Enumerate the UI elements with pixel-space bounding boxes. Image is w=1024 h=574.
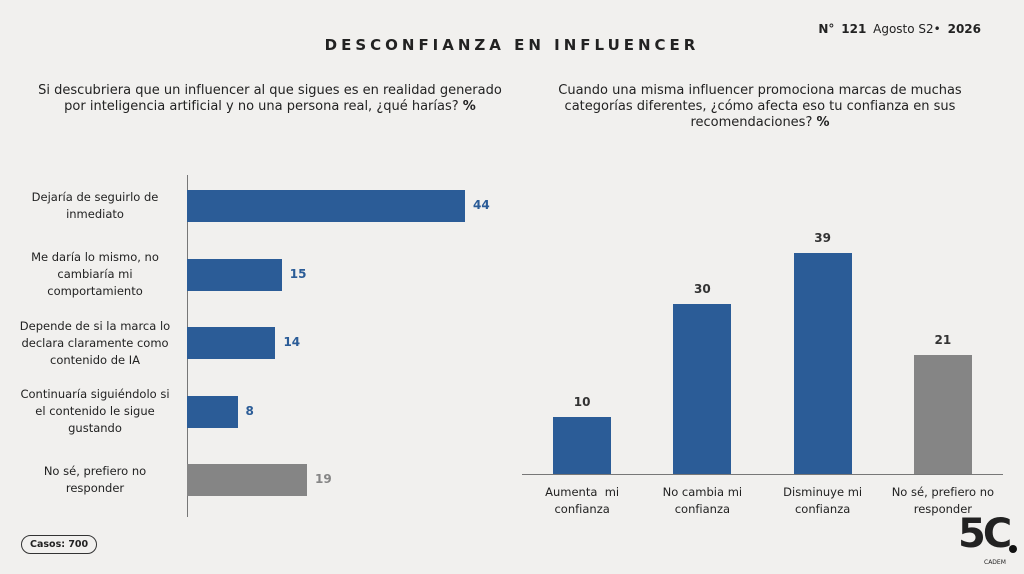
- category-label: Depende de si la marca lo declara claram…: [19, 318, 171, 367]
- chart-title: Si descubriera que un influencer al que …: [30, 83, 510, 115]
- issue-number: 121: [841, 22, 867, 36]
- category-label: Continuaría siguiéndolo si el contenido …: [20, 387, 170, 436]
- logo-dot: [1009, 545, 1017, 553]
- logo-subtitle: CADEM: [984, 559, 1006, 566]
- issue-number-sign: N°: [818, 22, 835, 36]
- value-label: 39: [814, 231, 831, 245]
- category-label: Disminuye mi confianza: [783, 485, 866, 516]
- value-label: 10: [573, 395, 591, 410]
- value-label: 21: [934, 333, 952, 347]
- bar: [187, 464, 308, 497]
- logo: 5C: [958, 511, 1012, 557]
- bar: [553, 417, 612, 474]
- bar: [187, 190, 465, 222]
- cases-badge: Casos: 700: [21, 535, 98, 554]
- value-label: 8: [245, 403, 254, 418]
- issue-period: Agosto S2•: [873, 22, 941, 36]
- chart-title-text: Cuando una misma influencer promociona m…: [558, 83, 962, 130]
- value-label: 15: [289, 266, 307, 281]
- chart-title: Cuando una misma influencer promociona m…: [540, 83, 980, 131]
- category-label: No sé, prefiero no responder: [43, 464, 147, 496]
- chart-title-text: Si descubriera que un influencer al que …: [38, 83, 502, 114]
- category-label: Me daría lo mismo, no cambiaría mi compo…: [31, 250, 159, 299]
- category-label: No sé, prefiero no responder: [891, 485, 998, 516]
- value-label: 30: [694, 282, 711, 296]
- category-label: Dejaría de seguirlo de inmediato: [31, 190, 159, 221]
- unit-label: %: [816, 115, 830, 130]
- issue-year: 2026: [947, 22, 981, 36]
- bar: [187, 395, 238, 428]
- bar: [187, 327, 276, 360]
- unit-label: %: [462, 99, 476, 114]
- page-title: DESCONFIANZA EN INFLUENCER: [324, 36, 700, 54]
- bar: [187, 258, 282, 291]
- category-label: No cambia mi confianza: [662, 485, 746, 516]
- value-label: 19: [315, 472, 332, 487]
- axis-line: [522, 474, 1003, 475]
- bar: [673, 304, 732, 474]
- category-label: Aumenta mi confianza: [545, 485, 623, 516]
- value-label: 14: [283, 335, 301, 350]
- issue-info: N° 121 Agosto S2• 2026: [818, 22, 984, 36]
- bar: [793, 253, 852, 474]
- bar: [913, 355, 972, 474]
- value-label: 44: [473, 198, 490, 212]
